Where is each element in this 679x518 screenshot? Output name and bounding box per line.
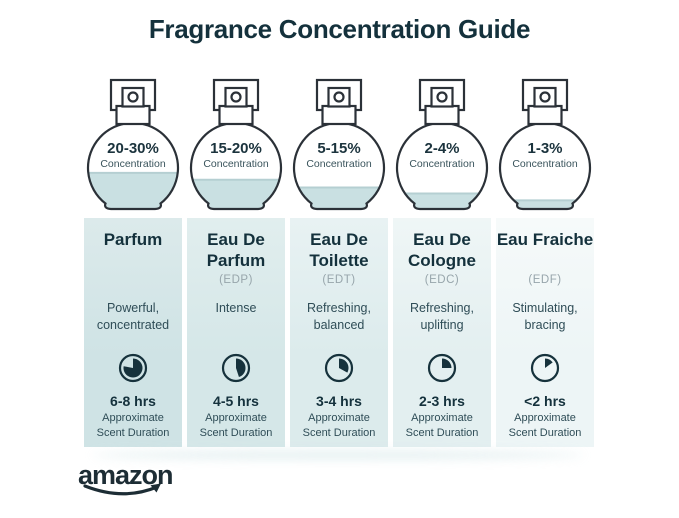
fragrance-abbr: (EDC) [424,274,460,286]
amazon-logo-text: amazon [78,460,174,490]
perfume-bottle: 20-30% Concentration [84,78,182,211]
fragrance-name: Parfum [103,230,163,249]
duration-note: Approximate Scent Duration [96,412,170,439]
scent-duration: 3-4 hrs [316,393,362,409]
scent-duration: 6-8 hrs [110,393,156,409]
fragrance-abbr [84,274,182,292]
amazon-smile-icon [83,483,161,496]
fragrance-name: Eau De Cologne [408,230,476,270]
fragrance-name: Eau De Parfum [206,230,266,270]
fragrance-column-parfum: 20-30% Concentration Parfum Powerful, co… [84,78,182,447]
perfume-bottle-graphic [498,78,592,211]
scent-duration: 2-3 hrs [419,393,465,409]
perfume-bottle-graphic [395,78,489,211]
spray-cap-icon [315,78,363,126]
clock-icon [496,352,594,388]
spray-cap-icon [521,78,569,126]
clock-icon [187,352,285,388]
fragrance-description: Stimulating, bracing [512,301,578,332]
fragrance-abbr: (EDP) [219,274,253,286]
fragrance-name: Eau Fraiche [496,230,594,249]
perfume-bottle-graphic [189,78,283,211]
amazon-logo: amazon [78,462,198,500]
info-card-eau-de-toilette: Eau De Toilette (EDT) Refreshing, balanc… [290,218,388,447]
duration-note: Approximate Scent Duration [405,412,479,439]
card-shadow [92,451,584,459]
perfume-bottle: 1-3% Concentration [496,78,594,211]
fragrance-description: Intense [215,301,257,315]
info-card-eau-de-parfum: Eau De Parfum (EDP) Intense 4-5 hrs Appr… [187,218,285,447]
fragrance-description: Refreshing, uplifting [410,301,474,332]
fragrance-abbr: (EDT) [322,274,356,286]
fragrance-abbr: (EDF) [528,274,562,286]
duration-note: Approximate Scent Duration [302,412,376,439]
perfume-bottle: 2-4% Concentration [393,78,491,211]
scent-duration: 4-5 hrs [213,393,259,409]
spray-cap-icon [109,78,157,126]
perfume-bottle: 15-20% Concentration [187,78,285,211]
info-card-parfum: Parfum Powerful, concentrated 6-8 hrs Ap… [84,218,182,447]
fragrance-column-eau-de-toilette: 5-15% Concentration Eau De Toilette (EDT… [290,78,388,447]
page-title: Fragrance Concentration Guide [148,14,531,44]
duration-note: Approximate Scent Duration [199,412,273,439]
fragrance-column-eau-de-cologne: 2-4% Concentration Eau De Cologne (EDC) … [393,78,491,447]
clock-icon [84,352,182,388]
clock-icon [290,352,388,388]
info-card-eau-fraiche: Eau Fraiche (EDF) Stimulating, bracing <… [496,218,594,447]
perfume-bottle: 5-15% Concentration [290,78,388,211]
perfume-bottle-graphic [86,78,180,211]
fragrance-name: Eau De Toilette [309,230,369,270]
spray-cap-icon [418,78,466,126]
clock-icon [393,352,491,388]
scent-duration: <2 hrs [524,393,566,409]
spray-cap-icon [212,78,260,126]
columns-row: 20-30% Concentration Parfum Powerful, co… [84,78,595,447]
perfume-bottle-graphic [292,78,386,211]
fragrance-column-eau-de-parfum: 15-20% Concentration Eau De Parfum (EDP)… [187,78,285,447]
info-card-eau-de-cologne: Eau De Cologne (EDC) Refreshing, uplifti… [393,218,491,447]
duration-note: Approximate Scent Duration [508,412,582,439]
fragrance-description: Refreshing, balanced [307,301,371,332]
fragrance-column-eau-fraiche: 1-3% Concentration Eau Fraiche (EDF) Sti… [496,78,594,447]
fragrance-description: Powerful, concentrated [96,301,170,332]
